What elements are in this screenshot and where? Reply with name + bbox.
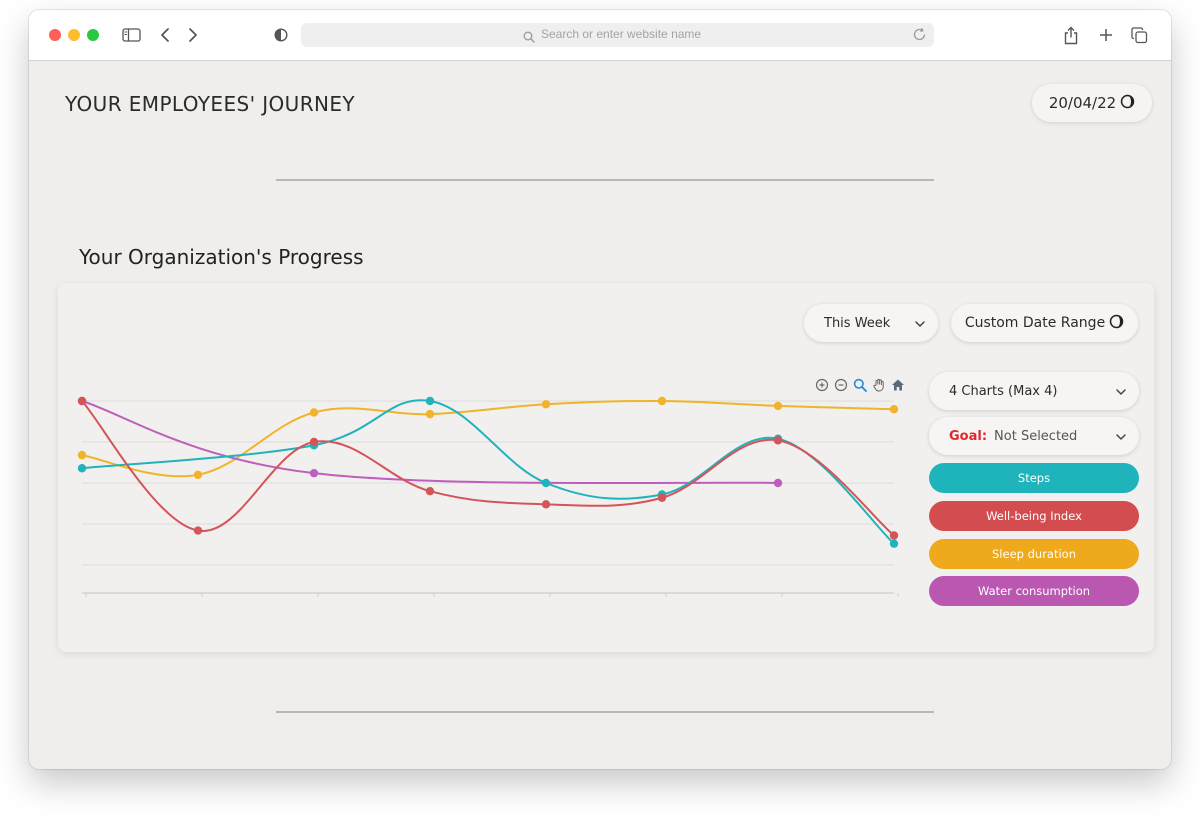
wellbeing-series-button[interactable]: Well-being Index — [929, 501, 1139, 531]
sleep-data-point — [773, 401, 783, 411]
wellbeing-data-point — [309, 437, 319, 447]
page-title: YOUR EMPLOYEES' JOURNEY — [65, 92, 356, 116]
date-picker[interactable]: 20/04/22 — [1032, 84, 1152, 122]
charts-count-value: 4 Charts (Max 4) — [949, 383, 1058, 399]
steps-series-label: Steps — [1017, 471, 1051, 485]
sleep-data-point — [889, 405, 899, 414]
wellbeing-series-label: Well-being Index — [986, 509, 1082, 523]
period-select[interactable]: This Week — [804, 304, 938, 342]
search-icon — [523, 28, 535, 47]
zoom-selection-icon[interactable] — [851, 376, 868, 393]
progress-chart-card: This Week Custom Date Range — [58, 283, 1154, 652]
water-series-button[interactable]: Water consumption — [929, 576, 1139, 606]
sleep-data-point — [77, 450, 87, 460]
minimize-window-button[interactable] — [68, 29, 80, 41]
sleep-series-button[interactable]: Sleep duration — [929, 539, 1139, 569]
sleep-data-point — [309, 408, 319, 417]
zoom-in-icon[interactable] — [813, 376, 830, 393]
goal-value: Not Selected — [994, 428, 1078, 444]
pan-hand-icon[interactable] — [870, 376, 887, 393]
wellbeing-data-point — [425, 487, 435, 496]
sleep-data-point — [193, 470, 203, 479]
chevron-down-icon — [1115, 386, 1127, 401]
forward-icon[interactable] — [182, 24, 204, 46]
steps-series-line — [81, 399, 895, 545]
reload-icon[interactable] — [912, 27, 927, 46]
custom-date-range-label: Custom Date Range — [964, 315, 1106, 331]
wellbeing-data-point — [77, 396, 87, 406]
period-select-value: This Week — [824, 315, 891, 331]
sleep-data-point — [541, 400, 551, 409]
wellbeing-data-point — [657, 493, 667, 502]
reset-home-icon[interactable] — [889, 376, 906, 393]
charts-count-select[interactable]: 4 Charts (Max 4) — [929, 372, 1139, 410]
address-bar[interactable]: Search or enter website name — [301, 23, 934, 47]
steps-data-point — [889, 539, 899, 548]
progress-line-chart — [77, 396, 899, 597]
sleep-series-label: Sleep duration — [992, 547, 1076, 561]
chevron-down-icon — [1115, 431, 1127, 446]
section-title: Your Organization's Progress — [79, 245, 364, 269]
current-date: 20/04/22 — [1048, 94, 1117, 112]
custom-date-range-button[interactable]: Custom Date Range — [951, 304, 1138, 342]
zoom-out-icon[interactable] — [832, 376, 849, 393]
wellbeing-data-point — [193, 526, 203, 535]
theme-toggle-icon[interactable] — [1120, 94, 1135, 113]
sidebar-icon[interactable] — [120, 24, 142, 46]
section-divider-bottom — [276, 711, 934, 713]
calendar-toggle-icon — [1109, 314, 1124, 333]
tab-overview-icon[interactable] — [1128, 24, 1150, 46]
share-icon[interactable] — [1060, 24, 1082, 46]
water-data-point — [773, 478, 783, 488]
wellbeing-data-point — [541, 500, 551, 509]
new-tab-icon[interactable] — [1095, 24, 1117, 46]
goal-label: Goal: — [949, 428, 988, 444]
maximize-window-button[interactable] — [87, 29, 99, 41]
wellbeing-data-point — [773, 436, 783, 445]
browser-toolbar: Search or enter website name — [29, 10, 1171, 61]
goal-select[interactable]: Goal: Not Selected — [929, 417, 1139, 455]
steps-data-point — [77, 464, 87, 473]
wellbeing-series-line — [81, 400, 895, 537]
sleep-data-point — [657, 396, 667, 406]
section-divider-top — [276, 179, 934, 181]
water-series-label: Water consumption — [977, 584, 1091, 598]
steps-series-button[interactable]: Steps — [929, 463, 1139, 493]
back-icon[interactable] — [154, 24, 176, 46]
water-data-point — [309, 468, 319, 478]
water-series-line — [81, 400, 779, 485]
sleep-data-point — [425, 409, 435, 419]
chevron-down-icon — [914, 318, 926, 333]
address-placeholder: Search or enter website name — [541, 27, 702, 41]
wellbeing-data-point — [889, 531, 899, 540]
chart-toolbar — [813, 376, 906, 393]
privacy-shield-icon[interactable] — [270, 24, 292, 46]
steps-data-point — [425, 396, 435, 406]
browser-window: Search or enter website name YOUR EMPLOY… — [29, 10, 1171, 769]
sleep-series-line — [81, 399, 895, 478]
close-window-button[interactable] — [49, 29, 61, 41]
steps-data-point — [541, 478, 551, 488]
